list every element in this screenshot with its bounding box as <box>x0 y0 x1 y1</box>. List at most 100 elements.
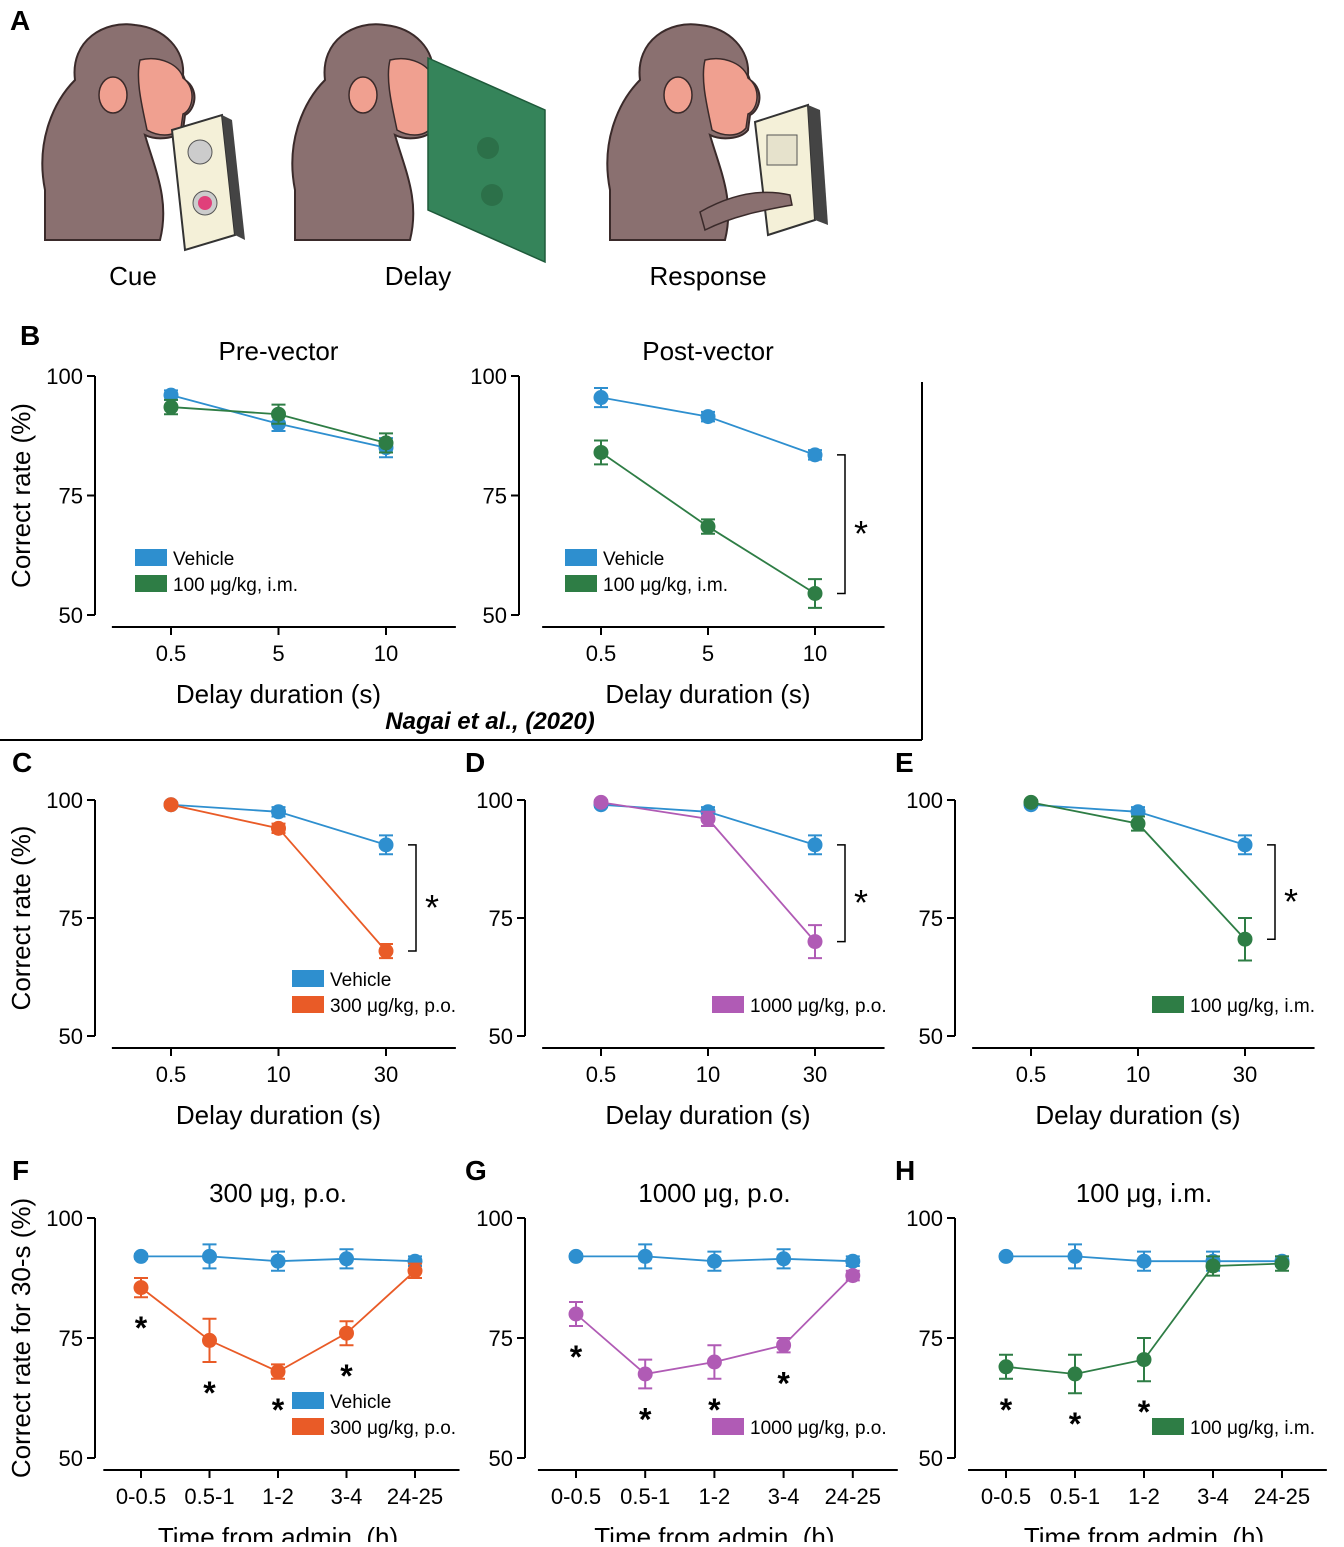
data-point <box>700 811 716 827</box>
y-tick-label: 100 <box>906 788 943 813</box>
legend-swatch <box>292 970 324 987</box>
x-tick-label: 0.5 <box>586 1062 617 1087</box>
legend-label: Vehicle <box>330 1392 391 1413</box>
y-tick-label: 100 <box>470 364 507 389</box>
y-tick-label: 75 <box>489 1326 513 1351</box>
legend-label: 300 μg/kg, p.o. <box>330 996 456 1017</box>
data-point <box>407 1263 423 1279</box>
data-point <box>202 1248 217 1264</box>
y-tick-label: 100 <box>906 1206 943 1231</box>
legend-swatch <box>565 549 597 566</box>
x-tick-label: 10 <box>266 1062 290 1087</box>
data-point <box>1067 1248 1083 1264</box>
x-tick-label: 5 <box>702 641 714 666</box>
legend-label: 100 μg/kg, i.m. <box>1190 1418 1315 1439</box>
step-label: Response <box>649 261 766 291</box>
delay-illustration <box>291 23 546 264</box>
x-tick-label: 0-0.5 <box>551 1484 601 1509</box>
data-point <box>776 1337 792 1353</box>
data-point <box>1274 1256 1290 1272</box>
data-point <box>271 406 286 422</box>
y-tick-label: 50 <box>489 1446 513 1471</box>
x-tick-label: 10 <box>803 641 827 666</box>
panel-letter: A <box>10 5 30 36</box>
y-tick-label: 100 <box>476 1206 513 1231</box>
y-tick-label: 50 <box>483 603 507 628</box>
legend-label: Vehicle <box>603 549 664 570</box>
data-point <box>593 794 609 810</box>
y-tick-label: 75 <box>489 906 513 931</box>
step-label: Cue <box>109 261 157 291</box>
data-point <box>378 943 394 959</box>
x-tick-label: 24-25 <box>825 1484 881 1509</box>
legend-swatch <box>292 1392 324 1409</box>
x-tick-label: 30 <box>803 1062 827 1087</box>
chart-title: 1000 μg, p.o. <box>638 1178 790 1208</box>
legend-label: 100 μg/kg, i.m. <box>1190 996 1315 1017</box>
panel-letter: E <box>895 747 914 778</box>
legend-label: 1000 μg/kg, p.o. <box>750 996 887 1017</box>
response-illustration <box>606 23 828 242</box>
y-tick-label: 100 <box>46 788 83 813</box>
x-tick-label: 3-4 <box>768 1484 800 1509</box>
data-point <box>807 585 823 601</box>
data-point <box>163 387 179 403</box>
x-tick-label: 0.5 <box>586 641 617 666</box>
data-point <box>133 1248 149 1264</box>
data-point <box>270 1253 286 1269</box>
y-tick-label: 75 <box>483 484 507 509</box>
data-point <box>637 1248 653 1264</box>
x-tick-label: 0.5-1 <box>620 1484 670 1509</box>
legend-label: 100 μg/kg, i.m. <box>173 575 298 596</box>
data-point <box>1067 1366 1083 1382</box>
data-point <box>271 804 286 820</box>
y-tick-label: 50 <box>489 1024 513 1049</box>
y-axis-label: Correct rate for 30-s (%) <box>6 1198 36 1478</box>
data-point <box>1136 1253 1152 1269</box>
bracket-label: * <box>1284 881 1298 922</box>
data-point <box>845 1253 861 1269</box>
legend-swatch <box>1152 996 1184 1013</box>
panel-letter: B <box>20 320 40 351</box>
panel-letter: F <box>12 1155 29 1186</box>
data-point <box>706 1253 722 1269</box>
data-point <box>1136 1352 1152 1368</box>
data-point <box>700 409 716 425</box>
y-axis-label: Correct rate (%) <box>6 826 36 1011</box>
bracket-label: * <box>425 887 439 928</box>
x-axis-label: Delay duration (s) <box>1035 1100 1240 1130</box>
monkey <box>291 23 446 242</box>
x-tick-label: 0.5 <box>156 1062 187 1087</box>
x-tick-label: 5 <box>272 641 284 666</box>
y-tick-label: 50 <box>59 603 83 628</box>
data-point <box>133 1280 149 1296</box>
data-point <box>378 837 394 853</box>
data-point <box>1205 1258 1221 1274</box>
x-tick-label: 1-2 <box>699 1484 731 1509</box>
bracket <box>1267 844 1276 940</box>
significance-star: * <box>1000 1392 1013 1428</box>
data-point <box>998 1248 1014 1264</box>
data-point <box>593 390 609 406</box>
data-point <box>706 1354 722 1370</box>
y-tick-label: 50 <box>59 1024 83 1049</box>
y-tick-label: 75 <box>59 1326 83 1351</box>
x-tick-label: 0.5-1 <box>184 1484 234 1509</box>
data-point <box>807 934 823 950</box>
legend-swatch <box>135 575 167 592</box>
legend-swatch <box>292 996 324 1013</box>
x-tick-label: 0.5 <box>1016 1062 1047 1087</box>
x-tick-label: 10 <box>696 1062 720 1087</box>
significance-star: * <box>135 1310 148 1346</box>
cue-illustration <box>41 23 245 252</box>
legend-swatch <box>1152 1418 1184 1435</box>
x-axis-label: Delay duration (s) <box>176 1100 381 1130</box>
legend-label: 300 μg/kg, p.o. <box>330 1418 456 1439</box>
legend-swatch <box>712 996 744 1013</box>
step-label: Delay <box>385 261 451 291</box>
data-point <box>1023 794 1039 810</box>
bracket <box>837 844 846 943</box>
data-point <box>163 399 179 415</box>
x-tick-label: 3-4 <box>331 1484 363 1509</box>
